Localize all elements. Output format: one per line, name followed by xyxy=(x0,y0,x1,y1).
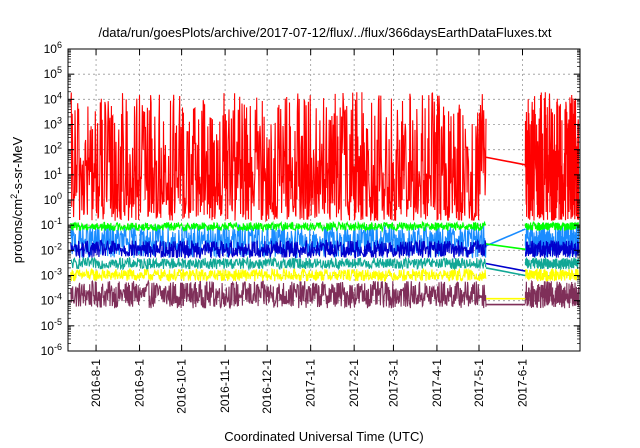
x-axis-label: Coordinated Universal Time (UTC) xyxy=(224,429,423,444)
series-line xyxy=(70,267,580,283)
y-axis-label: protons/cm2-s-sr-MeV xyxy=(9,136,25,263)
y-tick-label: 10-1 xyxy=(41,216,62,232)
x-tick-label: 2016-8-1 xyxy=(89,359,103,407)
series-line xyxy=(70,238,580,260)
chart-title: /data/run/goesPlots/archive/2017-07-12/f… xyxy=(98,25,551,40)
y-tick-label: 102 xyxy=(44,141,62,157)
y-tick-label: 106 xyxy=(44,40,62,56)
series-gap-bridge xyxy=(485,262,526,272)
y-tick-label: 10-4 xyxy=(41,292,62,308)
y-axis-label-prefix: protons/cm xyxy=(10,199,25,263)
y-axis: 10-6 10-5 10-4 10-3 10-2 10-1 100 101 102 103 104 1… xyxy=(41,40,580,358)
series-line xyxy=(70,92,580,223)
series-layer xyxy=(70,92,580,310)
series-gap-bridge xyxy=(485,267,526,277)
y-tick-label: 101 xyxy=(44,166,62,182)
x-tick-label: 2016-9-1 xyxy=(133,359,147,407)
y-tick-label: 10-5 xyxy=(41,317,62,333)
y-tick-label: 10-6 xyxy=(41,342,62,358)
series-line xyxy=(70,278,580,310)
x-tick-label: 2017-2-1 xyxy=(347,359,361,407)
x-axis: 2016-8-1 2016-9-1 2016-10-1 2016-11-1 2016-1… xyxy=(89,49,529,414)
series-gap-bridge xyxy=(485,243,526,251)
y-tick-label: 100 xyxy=(44,191,62,207)
y-tick-label: 103 xyxy=(44,116,62,132)
x-tick-label: 2017-1-1 xyxy=(304,359,318,407)
y-tick-label: 10-3 xyxy=(41,267,62,283)
y-tick-label: 105 xyxy=(44,65,62,81)
x-tick-label: 2017-4-1 xyxy=(430,359,444,407)
series-gap-bridge xyxy=(485,156,526,166)
x-tick-label: 2017-5-1 xyxy=(472,359,486,407)
y-tick-label: 10-2 xyxy=(41,241,62,257)
series-line xyxy=(70,255,580,271)
series-line xyxy=(70,220,580,233)
y-axis-label-sup: 2 xyxy=(9,194,19,199)
series-gap-bridge xyxy=(485,228,526,247)
y-tick-label: 104 xyxy=(44,90,62,106)
x-tick-label: 2016-10-1 xyxy=(175,359,189,414)
x-tick-label: 2016-11-1 xyxy=(218,359,232,413)
x-tick-label: 2017-3-1 xyxy=(386,359,400,407)
series-line xyxy=(70,223,580,259)
x-tick-label: 2016-12-1 xyxy=(260,359,274,414)
y-axis-label-suffix: -s-sr-MeV xyxy=(10,136,25,193)
x-tick-label: 2017-6-1 xyxy=(515,359,529,407)
